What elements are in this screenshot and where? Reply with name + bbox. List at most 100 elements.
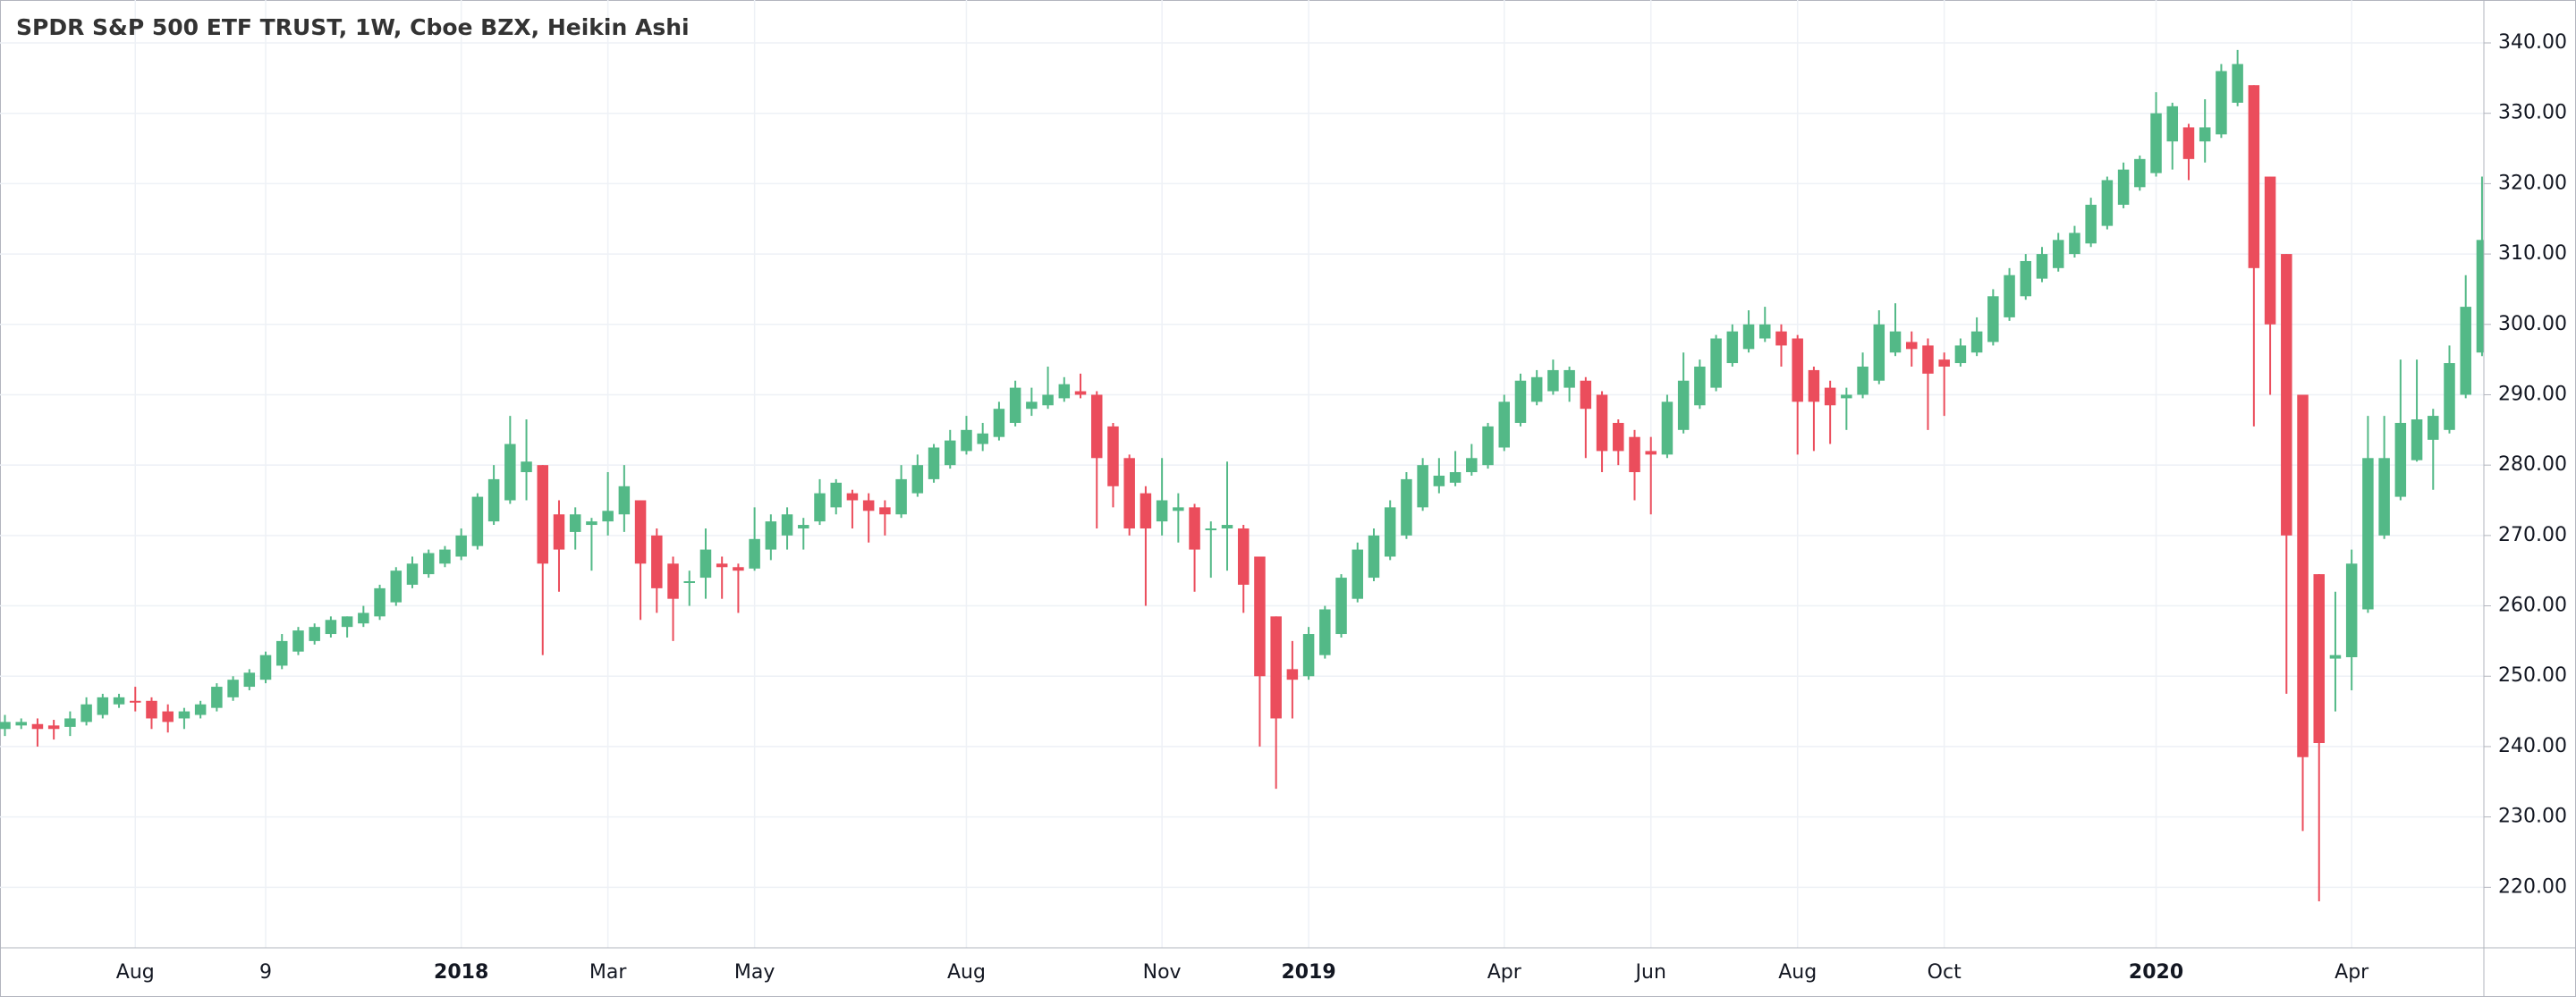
- labels: 220.00 230.00 240.00 250.00 260.00 270.00 280.…: [116, 31, 2567, 984]
- candle-body: [1286, 669, 1299, 680]
- candle-body: [1254, 556, 1266, 677]
- candle-body: [1237, 528, 1250, 585]
- candle-body: [1889, 331, 1902, 353]
- candle-body: [1417, 465, 1428, 508]
- candle-body: [651, 535, 663, 588]
- candle-body: [97, 697, 109, 715]
- candle-body: [862, 500, 875, 511]
- candle-body: [113, 697, 125, 705]
- candle-body: [1026, 401, 1038, 410]
- candle-body: [2036, 254, 2048, 279]
- candle-body: [814, 493, 826, 522]
- candle-body: [1058, 384, 1071, 399]
- candle-body: [194, 704, 207, 715]
- candle-body: [1156, 500, 1168, 522]
- candle-body: [1759, 324, 1771, 339]
- x-tick-label: Apr: [1487, 961, 1522, 984]
- x-tick-label: Nov: [1143, 961, 1182, 984]
- candle-body: [781, 514, 793, 536]
- candle-body: [2281, 254, 2292, 536]
- candle-body: [1498, 401, 1510, 448]
- candle-body: [1677, 380, 1690, 430]
- y-tick-label: 280.00: [2498, 453, 2567, 476]
- y-tick-label: 310.00: [2498, 242, 2567, 265]
- candle-body: [2460, 307, 2471, 395]
- candle-body: [2166, 106, 2179, 142]
- x-tick-label: 9: [259, 961, 272, 984]
- candle-body: [1824, 387, 1836, 406]
- candle-body: [537, 465, 549, 564]
- candle-body: [1792, 338, 1803, 402]
- candle-body: [830, 482, 842, 508]
- candle-body: [1335, 578, 1347, 635]
- candle-body: [2444, 363, 2455, 430]
- y-tick-label: 260.00: [2498, 595, 2567, 617]
- candle-body: [2085, 204, 2097, 244]
- candle-body: [227, 680, 239, 697]
- candle-body: [1857, 366, 1868, 395]
- candle-body: [1547, 369, 1559, 392]
- candle-body: [553, 514, 565, 550]
- candle-body: [162, 711, 174, 722]
- candle-body: [1319, 609, 1331, 655]
- candle-body: [211, 687, 223, 708]
- candle-body: [1074, 391, 1087, 395]
- candle-body: [895, 478, 907, 515]
- candle-body: [2345, 563, 2358, 657]
- y-tick-label: 240.00: [2498, 735, 2567, 757]
- candle-body: [2216, 71, 2227, 135]
- candle-body: [1873, 324, 1885, 381]
- candle-body: [733, 567, 744, 571]
- candle-body: [2020, 260, 2032, 297]
- candle-body: [1661, 401, 1674, 455]
- candle-body: [879, 507, 891, 515]
- candle-body: [1530, 376, 1543, 402]
- y-tick-label: 340.00: [2498, 31, 2567, 54]
- candle-body: [1808, 369, 1820, 402]
- candle-body: [455, 535, 467, 557]
- candle-body: [1563, 369, 1575, 388]
- y-tick-label: 320.00: [2498, 172, 2567, 194]
- candle-body: [1270, 616, 1282, 719]
- candle-body: [2411, 419, 2423, 460]
- candle-body: [64, 718, 76, 727]
- candle-body: [2101, 180, 2114, 226]
- candle-body: [439, 549, 451, 564]
- candle-body: [846, 493, 859, 501]
- candle-body: [2150, 113, 2162, 173]
- candle-body: [1905, 342, 1918, 350]
- candle-body: [275, 640, 288, 666]
- candle-body: [390, 570, 402, 603]
- candle-body: [80, 704, 92, 722]
- candle-body: [31, 723, 44, 730]
- x-tick-label: 2020: [2129, 961, 2183, 984]
- y-tick-label: 270.00: [2498, 524, 2567, 546]
- candle-body: [406, 563, 419, 585]
- candle-body: [2199, 127, 2211, 142]
- candle-body: [716, 563, 728, 568]
- x-tick-label: 2019: [1281, 961, 1335, 984]
- candle-body: [2428, 416, 2439, 440]
- candle-body: [47, 725, 60, 730]
- candle-body: [1205, 528, 1217, 530]
- candle-body: [1580, 380, 1592, 410]
- candle-body: [292, 630, 304, 652]
- candle-body: [243, 672, 256, 688]
- candle-body: [2378, 458, 2390, 536]
- y-tick-label: 290.00: [2498, 383, 2567, 405]
- x-tick-label: Aug: [1778, 961, 1817, 984]
- candle-body: [586, 521, 597, 526]
- candle-body: [2182, 127, 2195, 159]
- candle-body: [699, 549, 712, 579]
- candle-body: [961, 429, 972, 452]
- candle-body: [2117, 169, 2130, 205]
- candle-body: [1384, 507, 1396, 557]
- x-tick-label: Jun: [1634, 961, 1666, 984]
- candle-body: [1042, 394, 1054, 406]
- candle-body: [374, 587, 386, 617]
- candles: [0, 49, 2484, 902]
- candle-body: [1482, 426, 1494, 466]
- candle-body: [1954, 345, 1967, 364]
